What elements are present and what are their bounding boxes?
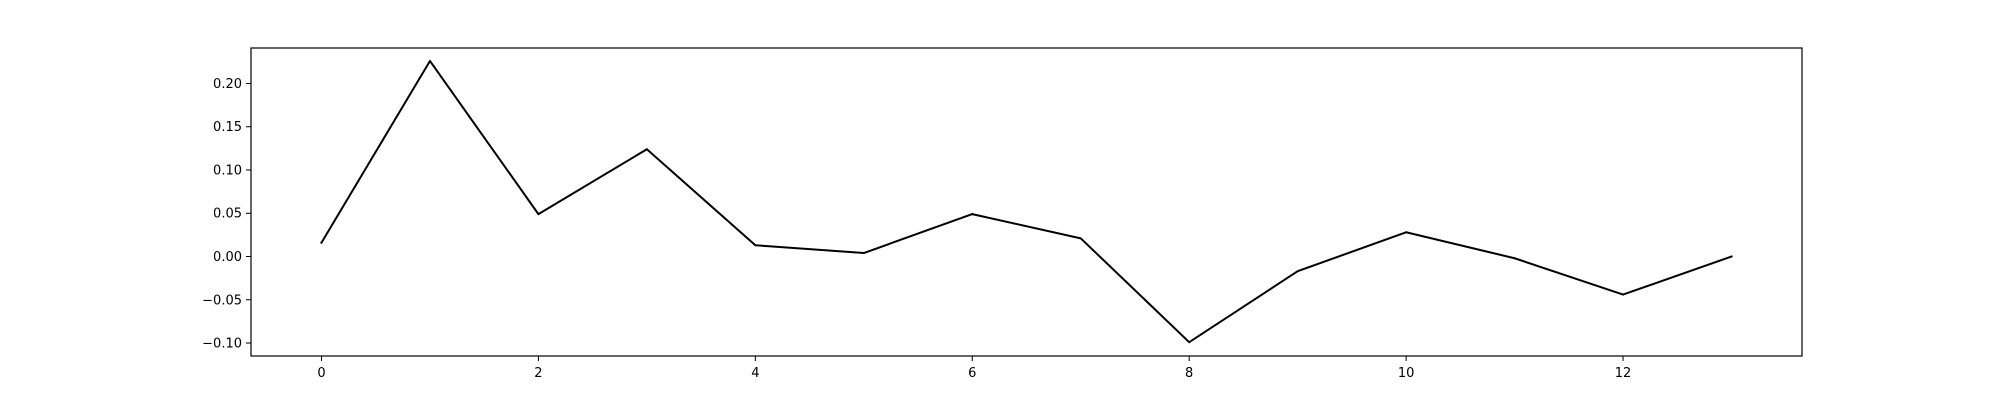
data-point	[1730, 255, 1733, 258]
data-point	[1513, 257, 1516, 260]
data-point	[1405, 231, 1408, 234]
x-tick-label: 6	[968, 366, 976, 381]
data-point	[1079, 237, 1082, 240]
data-point	[645, 148, 648, 151]
y-tick-label: 0.05	[213, 207, 242, 222]
data-point	[862, 252, 865, 255]
x-tick-label: 8	[1185, 366, 1193, 381]
data-point	[1622, 293, 1625, 296]
y-tick-label: 0.10	[213, 163, 242, 178]
x-tick-label: 2	[534, 366, 542, 381]
x-tick-label: 12	[1615, 366, 1632, 381]
x-axis: 0 2 4 6 8 10 12	[317, 356, 1631, 381]
x-tick-label: 4	[751, 366, 759, 381]
x-tick-label: 0	[317, 366, 325, 381]
data-point	[537, 213, 540, 216]
series-line	[320, 59, 1733, 344]
data-point	[428, 59, 431, 62]
y-tick-label: 0.15	[213, 120, 242, 135]
y-axis: −0.10 −0.05 0.00 0.05 0.10 0.15 0.20	[202, 77, 251, 352]
data-point	[1296, 270, 1299, 273]
y-tick-label: 0.20	[213, 77, 242, 92]
data-point	[754, 244, 757, 247]
data-point	[320, 241, 323, 244]
plot-area	[250, 47, 1803, 357]
y-tick-label: −0.10	[202, 337, 242, 352]
series-layer	[320, 59, 1733, 344]
data-point	[971, 213, 974, 216]
x-tick-label: 10	[1398, 366, 1415, 381]
y-tick-label: 0.00	[213, 250, 242, 265]
data-point	[1188, 341, 1191, 344]
axes-frame	[250, 47, 1803, 357]
y-tick-label: −0.05	[202, 293, 242, 308]
